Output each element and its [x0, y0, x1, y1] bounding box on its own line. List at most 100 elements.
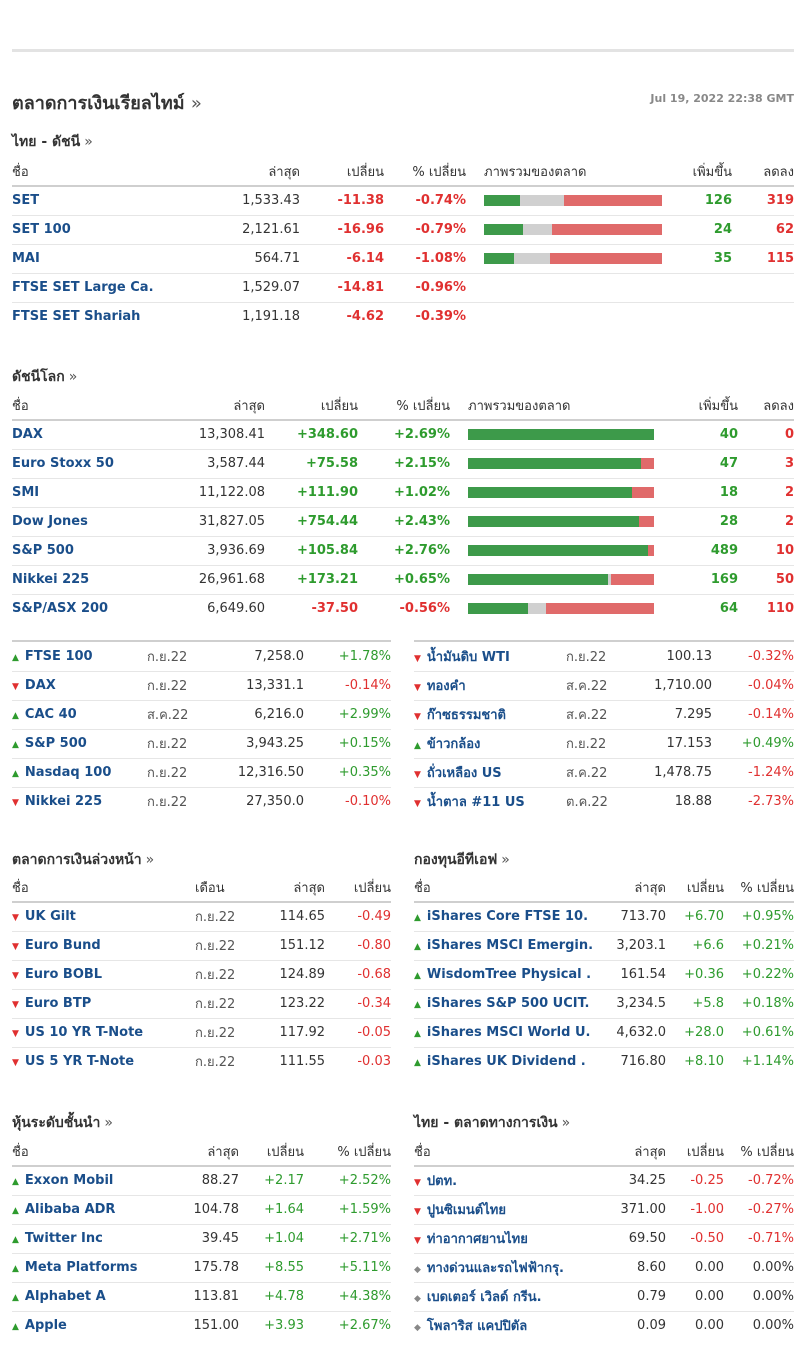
- section-arrow[interactable]: »: [501, 852, 510, 868]
- index-link[interactable]: SET: [12, 193, 40, 209]
- name-cell[interactable]: ▼ น้ำมันดิบ WTI: [414, 642, 566, 672]
- table-row[interactable]: ▲ WisdomTree Physical . 161.54 +0.36 +0.22%: [414, 960, 794, 990]
- table-row[interactable]: ▲ iShares MSCI World U. 4,632.0 +28.0 +0.61%: [414, 1018, 794, 1048]
- section-arrow[interactable]: »: [104, 1115, 113, 1131]
- instrument-link[interactable]: เบดเตอร์ เวิลด์ กรีน.: [426, 1290, 542, 1305]
- name-cell[interactable]: Nikkei 225: [12, 565, 158, 595]
- table-row[interactable]: ◆ โพลาริส แคปปิตัล 0.09 0.00 0.00%: [414, 1311, 794, 1340]
- name-cell[interactable]: ▼ ปูนซิเมนต์ไทย: [414, 1195, 596, 1225]
- index-link[interactable]: Nikkei 225: [12, 572, 90, 587]
- table-row[interactable]: FTSE SET Shariah 1,191.18 -4.62 -0.39%: [12, 302, 794, 331]
- instrument-link[interactable]: ปตท.: [426, 1174, 458, 1190]
- name-cell[interactable]: ▲ Alibaba ADR: [12, 1195, 172, 1225]
- section-title-text[interactable]: ไทย - ตลาดทางการเงิน: [414, 1115, 558, 1131]
- name-cell[interactable]: ▼ ก๊าซธรรมชาติ: [414, 700, 566, 730]
- name-cell[interactable]: MAI: [12, 244, 172, 274]
- name-cell[interactable]: ▲ iShares Core FTSE 10.: [414, 902, 596, 932]
- name-cell[interactable]: ▲ Meta Platforms: [12, 1253, 172, 1283]
- section-title-text[interactable]: กองทุนอีทีเอฟ: [414, 852, 498, 868]
- table-row[interactable]: ▼ ท่าอากาศยานไทย 69.50 -0.50 -0.71%: [414, 1224, 794, 1254]
- name-cell[interactable]: ▲ Exxon Mobil: [12, 1166, 172, 1196]
- name-cell[interactable]: FTSE SET Shariah: [12, 302, 172, 331]
- name-cell[interactable]: ▲ Twitter Inc: [12, 1224, 172, 1254]
- name-cell[interactable]: ▲ Alphabet A: [12, 1282, 172, 1312]
- name-cell[interactable]: ▼ US 5 YR T-Note: [12, 1047, 195, 1076]
- name-cell[interactable]: ▼ Euro BTP: [12, 989, 195, 1019]
- table-row[interactable]: ◆ เบดเตอร์ เวิลด์ กรีน. 0.79 0.00 0.00%: [414, 1282, 794, 1312]
- name-cell[interactable]: ◆ เบดเตอร์ เวิลด์ กรีน.: [414, 1282, 596, 1312]
- name-cell[interactable]: ▲ iShares MSCI World U.: [414, 1018, 596, 1048]
- name-cell[interactable]: ▼ น้ำตาล #11 US: [414, 787, 566, 816]
- name-cell[interactable]: Euro Stoxx 50: [12, 449, 158, 479]
- section-arrow[interactable]: »: [145, 852, 155, 868]
- table-row[interactable]: ▼ US 10 YR T-Note ก.ย.22 117.92 -0.05: [12, 1018, 391, 1048]
- section-title-world-indices[interactable]: ดัชนีโลก»: [12, 366, 77, 388]
- index-link[interactable]: DAX: [12, 427, 43, 443]
- index-link[interactable]: Euro Stoxx 50: [12, 456, 114, 471]
- table-row[interactable]: ▲ Apple 151.00 +3.93 +2.67%: [12, 1311, 391, 1340]
- table-row[interactable]: DAX 13,308.41 +348.60 +2.69% 40 0: [12, 420, 794, 450]
- section-title-etfs[interactable]: กองทุนอีทีเอฟ»: [414, 849, 510, 871]
- section-title-text[interactable]: ไทย - ดัชนี: [12, 134, 81, 150]
- instrument-link[interactable]: Exxon Mobil: [24, 1173, 114, 1189]
- name-cell[interactable]: ▲ S&P 500: [12, 729, 147, 759]
- page-title[interactable]: ตลาดการเงินเรียลไทม์ »: [12, 88, 202, 117]
- table-row[interactable]: S&P/ASX 200 6,649.60 -37.50 -0.56% 64 110: [12, 594, 794, 623]
- table-row[interactable]: ▼ น้ำมันดิบ WTI ก.ย.22 100.13 -0.32%: [414, 642, 794, 672]
- section-title-text[interactable]: ดัชนีโลก: [12, 369, 65, 385]
- table-row[interactable]: ▲ Exxon Mobil 88.27 +2.17 +2.52%: [12, 1166, 391, 1196]
- table-row[interactable]: ▼ Euro Bund ก.ย.22 151.12 -0.80: [12, 931, 391, 961]
- instrument-link[interactable]: US 5 YR T-Note: [24, 1054, 135, 1070]
- instrument-link[interactable]: iShares UK Dividend .: [426, 1054, 586, 1070]
- instrument-link[interactable]: Euro BOBL: [24, 967, 103, 982]
- name-cell[interactable]: SET 100: [12, 215, 172, 245]
- instrument-link[interactable]: iShares Core FTSE 10.: [426, 909, 589, 925]
- name-cell[interactable]: ▼ Euro Bund: [12, 931, 195, 961]
- name-cell[interactable]: DAX: [12, 420, 158, 450]
- table-row[interactable]: ▲ Alphabet A 113.81 +4.78 +4.38%: [12, 1282, 391, 1312]
- table-row[interactable]: SET 1,533.43 -11.38 -0.74% 126 319: [12, 186, 794, 216]
- name-cell[interactable]: ▼ ปตท.: [414, 1166, 596, 1196]
- name-cell[interactable]: ▼ Euro BOBL: [12, 960, 195, 990]
- name-cell[interactable]: ▼ US 10 YR T-Note: [12, 1018, 195, 1048]
- table-row[interactable]: ▲ Nasdaq 100 ก.ย.22 12,316.50 +0.35%: [12, 758, 391, 788]
- table-row[interactable]: ▼ US 5 YR T-Note ก.ย.22 111.55 -0.03: [12, 1047, 391, 1076]
- instrument-link[interactable]: ถั่วเหลือง US: [426, 766, 502, 781]
- name-cell[interactable]: ▲ WisdomTree Physical .: [414, 960, 596, 990]
- name-cell[interactable]: ▼ UK Gilt: [12, 902, 195, 932]
- instrument-link[interactable]: ทองคำ: [426, 679, 466, 694]
- table-row[interactable]: ▼ ก๊าซธรรมชาติ ส.ค.22 7.295 -0.14%: [414, 700, 794, 730]
- table-row[interactable]: ▼ ปตท. 34.25 -0.25 -0.72%: [414, 1166, 794, 1196]
- table-row[interactable]: ▼ ปูนซิเมนต์ไทย 371.00 -1.00 -0.27%: [414, 1195, 794, 1225]
- name-cell[interactable]: ▼ ท่าอากาศยานไทย: [414, 1224, 596, 1254]
- instrument-link[interactable]: Apple: [24, 1318, 67, 1334]
- section-title-bond-futures[interactable]: ตลาดการเงินล่วงหน้า»: [12, 849, 154, 871]
- instrument-link[interactable]: Twitter Inc: [24, 1231, 103, 1246]
- index-link[interactable]: Dow Jones: [12, 514, 88, 529]
- instrument-link[interactable]: ปูนซิเมนต์ไทย: [426, 1203, 506, 1218]
- name-cell[interactable]: ▲ CAC 40: [12, 700, 147, 730]
- name-cell[interactable]: ▲ iShares S&P 500 UCIT.: [414, 989, 596, 1019]
- table-row[interactable]: ▲ S&P 500 ก.ย.22 3,943.25 +0.15%: [12, 729, 391, 759]
- section-title-text[interactable]: หุ้นระดับชั้นนำ: [12, 1115, 101, 1131]
- name-cell[interactable]: ▲ ข้าวกล้อง: [414, 729, 566, 759]
- table-row[interactable]: S&P 500 3,936.69 +105.84 +2.76% 489 10: [12, 536, 794, 566]
- instrument-link[interactable]: CAC 40: [24, 707, 77, 722]
- instrument-link[interactable]: Alphabet A: [24, 1289, 106, 1304]
- instrument-link[interactable]: iShares MSCI World U.: [426, 1025, 591, 1040]
- section-title-thai-indices[interactable]: ไทย - ดัชนี»: [12, 131, 93, 153]
- table-row[interactable]: ◆ ทางด่วนและรถไฟฟ้ากรุ. 8.60 0.00 0.00%: [414, 1253, 794, 1283]
- table-row[interactable]: ▲ iShares Core FTSE 10. 713.70 +6.70 +0.95%: [414, 902, 794, 932]
- index-link[interactable]: SMI: [12, 485, 40, 500]
- instrument-link[interactable]: ทางด่วนและรถไฟฟ้ากรุ.: [426, 1261, 564, 1276]
- name-cell[interactable]: ▲ Nasdaq 100: [12, 758, 147, 788]
- table-row[interactable]: Nikkei 225 26,961.68 +173.21 +0.65% 169 50: [12, 565, 794, 595]
- section-title-leading-stocks[interactable]: หุ้นระดับชั้นนำ»: [12, 1112, 113, 1134]
- instrument-link[interactable]: iShares S&P 500 UCIT.: [426, 996, 590, 1011]
- section-title-text[interactable]: ตลาดการเงินล่วงหน้า: [12, 852, 142, 868]
- instrument-link[interactable]: Meta Platforms: [24, 1260, 138, 1275]
- instrument-link[interactable]: UK Gilt: [24, 909, 76, 925]
- table-row[interactable]: Euro Stoxx 50 3,587.44 +75.58 +2.15% 47 3: [12, 449, 794, 479]
- page-title-text[interactable]: ตลาดการเงินเรียลไทม์: [12, 93, 185, 114]
- table-row[interactable]: ▼ น้ำตาล #11 US ต.ค.22 18.88 -2.73%: [414, 787, 794, 816]
